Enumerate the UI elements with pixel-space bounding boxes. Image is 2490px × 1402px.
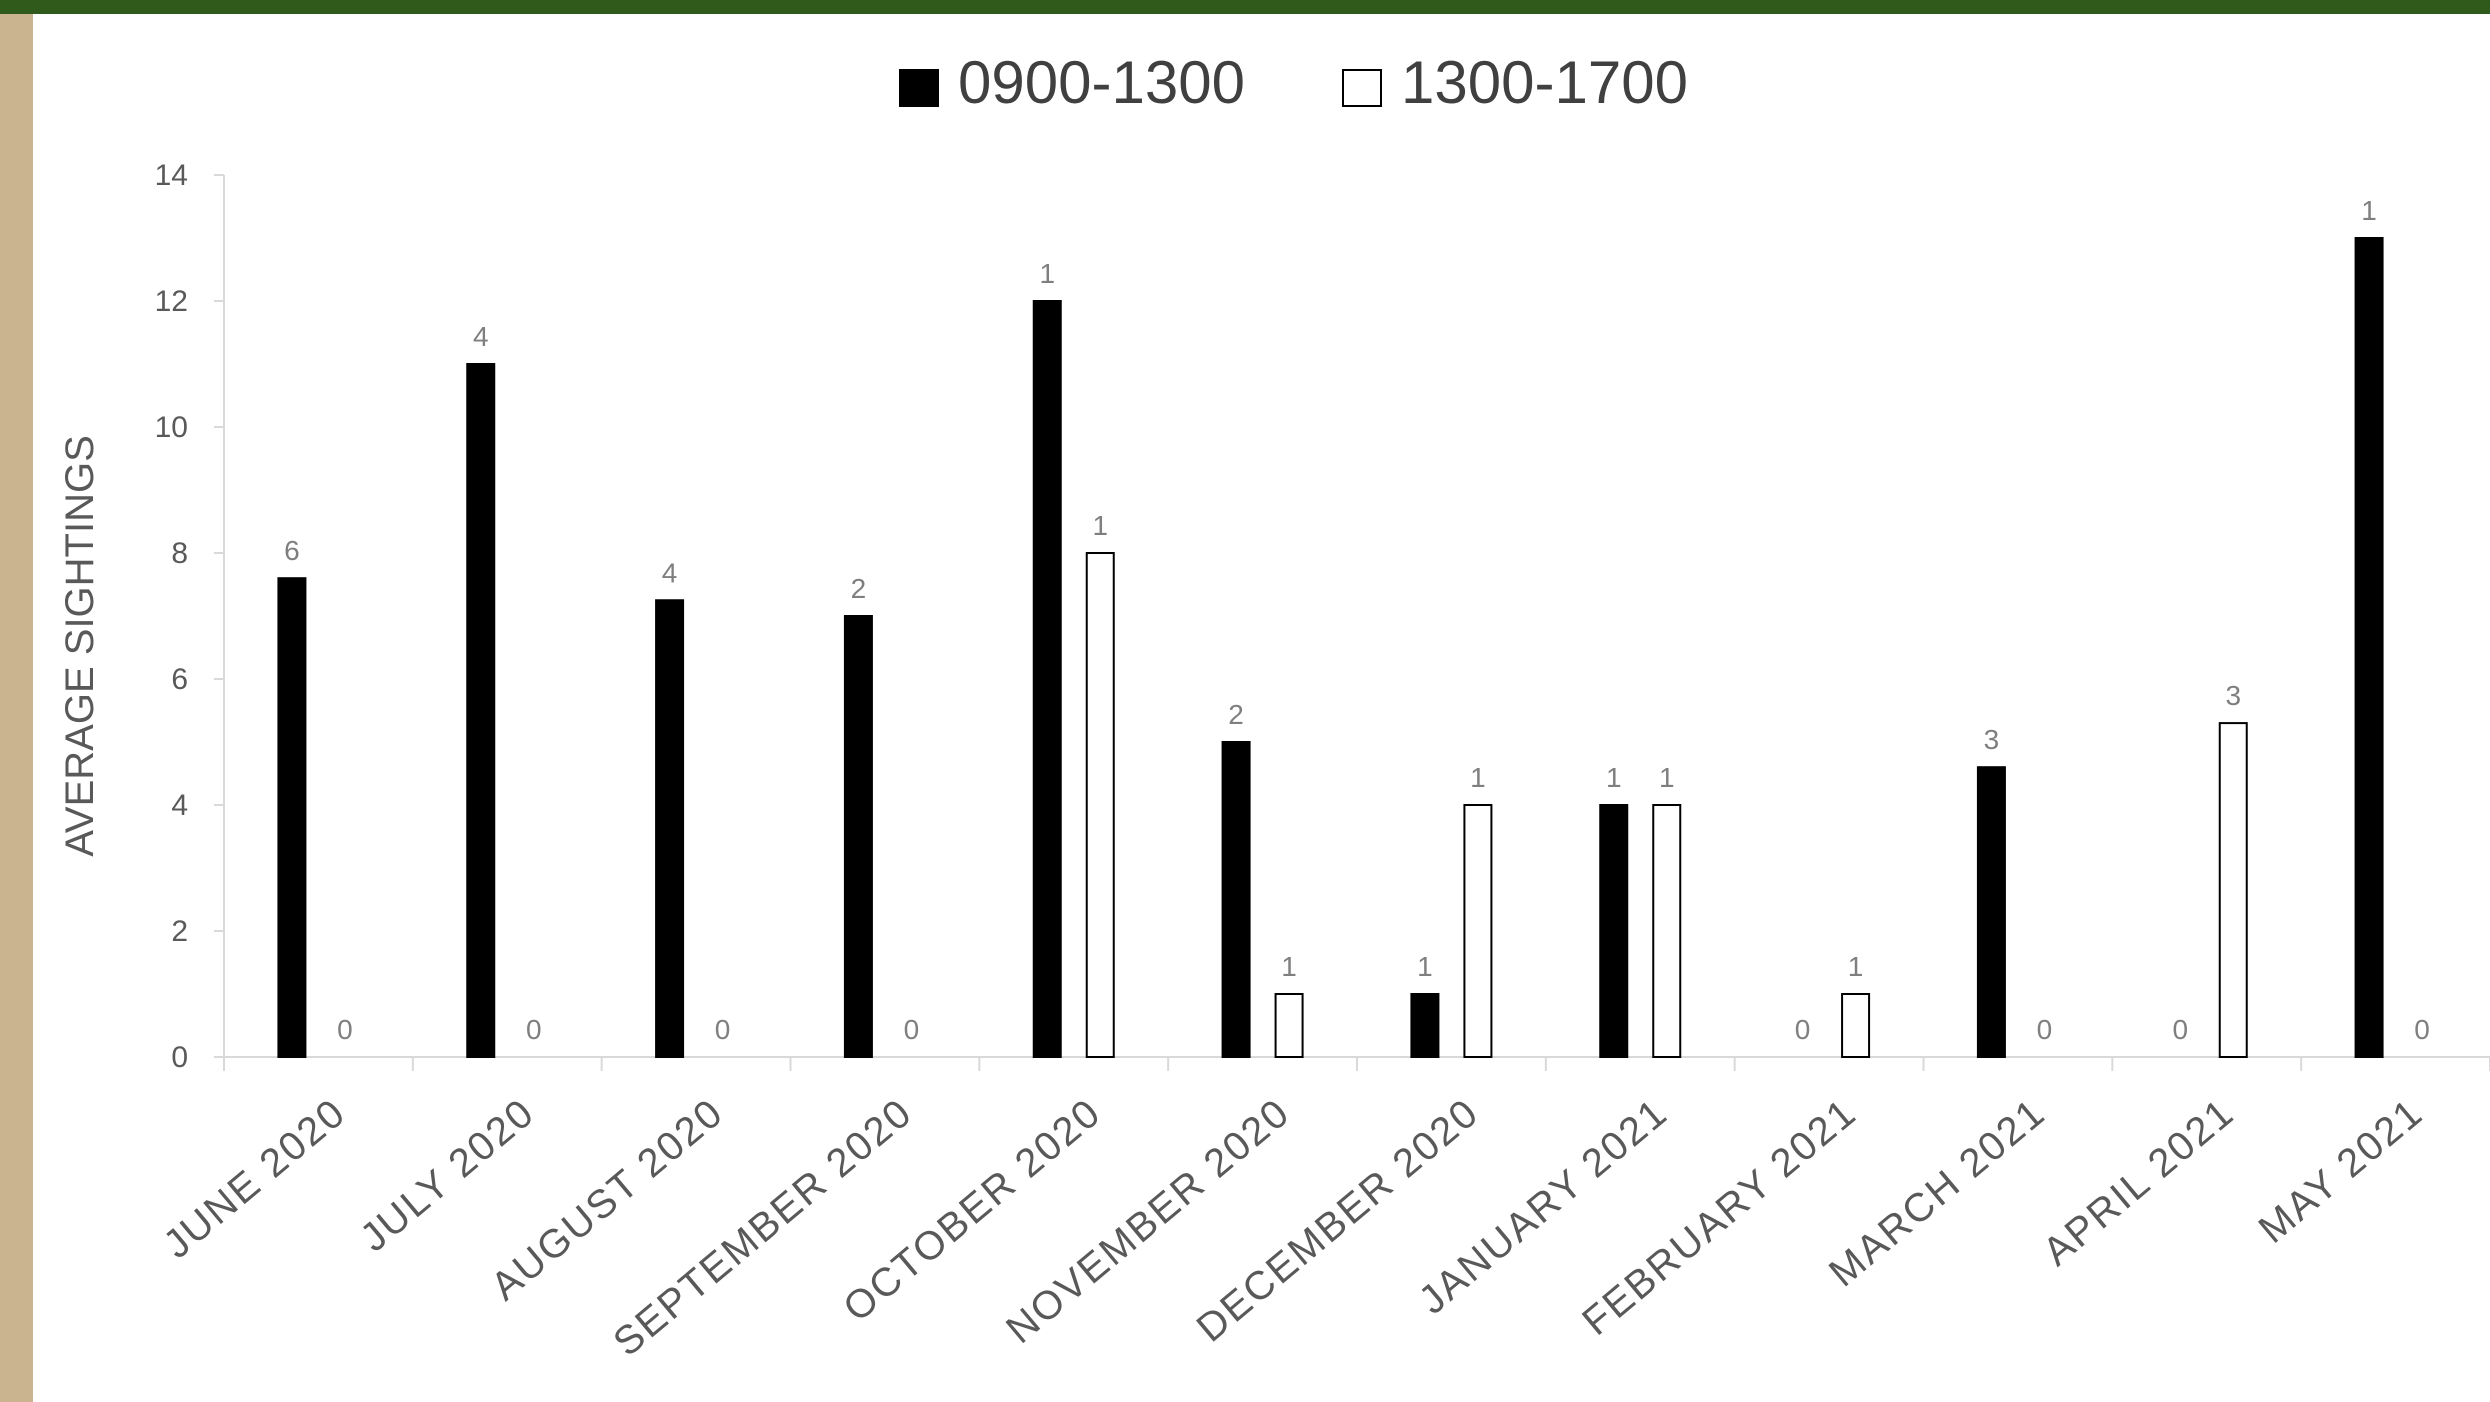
y-tick-label: 2 [171, 915, 188, 948]
data-label: 1 [1039, 258, 1055, 289]
data-label: 0 [2037, 1014, 2053, 1045]
y-tick-label: 0 [171, 1041, 188, 1074]
data-label: 3 [1984, 724, 2000, 755]
bars [277, 237, 2384, 1058]
data-label: 4 [473, 321, 489, 352]
data-label: 1 [1659, 762, 1675, 793]
data-label: 0 [904, 1014, 920, 1045]
legend-label: 0900-1300 [958, 49, 1245, 116]
data-label: 1 [2361, 195, 2377, 226]
y-tick-label: 4 [171, 789, 188, 822]
data-label: 0 [337, 1014, 353, 1045]
data-label: 0 [526, 1014, 542, 1045]
data-label: 1 [1848, 951, 1864, 982]
data-label: 0 [2414, 1014, 2430, 1045]
data-label: 0 [715, 1014, 731, 1045]
x-tick-label: APRIL 2021 [2035, 1090, 2243, 1274]
data-label: 1 [1470, 762, 1486, 793]
y-axis-title: AVERAGE SIGHTINGS [58, 435, 102, 857]
y-axis-title-group: AVERAGE SIGHTINGS [58, 435, 102, 857]
y-tick-label: 12 [155, 285, 188, 318]
legend-label: 1300-1700 [1401, 49, 1688, 116]
data-label: 4 [662, 557, 678, 588]
x-tick-label: MAY 2021 [2251, 1090, 2432, 1252]
bar-series-b [1085, 552, 1115, 1058]
bar-series-a [1410, 993, 1440, 1058]
y-tick-label: 10 [155, 411, 188, 444]
bar-series-b [2218, 722, 2248, 1058]
bar-series-a [2354, 237, 2384, 1058]
legend: 0900-1300 1300-1700 [899, 49, 1688, 116]
data-label: 0 [1795, 1014, 1811, 1045]
bar-series-b [1463, 804, 1493, 1058]
data-label: 2 [851, 573, 867, 604]
data-label: 1 [1606, 762, 1622, 793]
x-tick-label: JUNE 2020 [155, 1090, 354, 1267]
y-tick-label: 6 [171, 663, 188, 696]
data-label: 6 [284, 535, 300, 566]
y-tick-label: 14 [155, 159, 188, 192]
bar-series-b [1274, 993, 1304, 1058]
bar-series-a [1221, 741, 1251, 1058]
data-label: 1 [1417, 951, 1433, 982]
bar-series-a [843, 615, 873, 1058]
bar-series-a [466, 363, 496, 1058]
bar-series-a [1976, 766, 2006, 1058]
top-accent-bar [0, 0, 2490, 14]
x-tick-label: JULY 2020 [352, 1090, 543, 1260]
bar-series-a [277, 577, 307, 1058]
bar-series-a [1599, 804, 1629, 1058]
legend-swatch [1342, 69, 1382, 107]
data-label: 1 [1092, 510, 1108, 541]
data-labels: 6 4 4 2 1 2 1 1 0 3 0 1 0 0 0 0 1 1 1 1 1 0 3 0 [284, 195, 2430, 1045]
y-tick-label: 8 [171, 537, 188, 570]
bar-series-b [1652, 804, 1682, 1058]
bar-series-a [655, 599, 685, 1058]
bar-series-b [1841, 993, 1871, 1058]
axes [214, 174, 2490, 1071]
data-label: 0 [2172, 1014, 2188, 1045]
data-label: 3 [2225, 680, 2241, 711]
data-label: 2 [1228, 699, 1244, 730]
left-accent-bar [0, 14, 33, 1402]
bar-series-a [1032, 300, 1062, 1058]
legend-swatch [899, 69, 939, 107]
data-label: 1 [1281, 951, 1297, 982]
x-tick-label: SEPTEMBER 2020 [605, 1090, 920, 1365]
